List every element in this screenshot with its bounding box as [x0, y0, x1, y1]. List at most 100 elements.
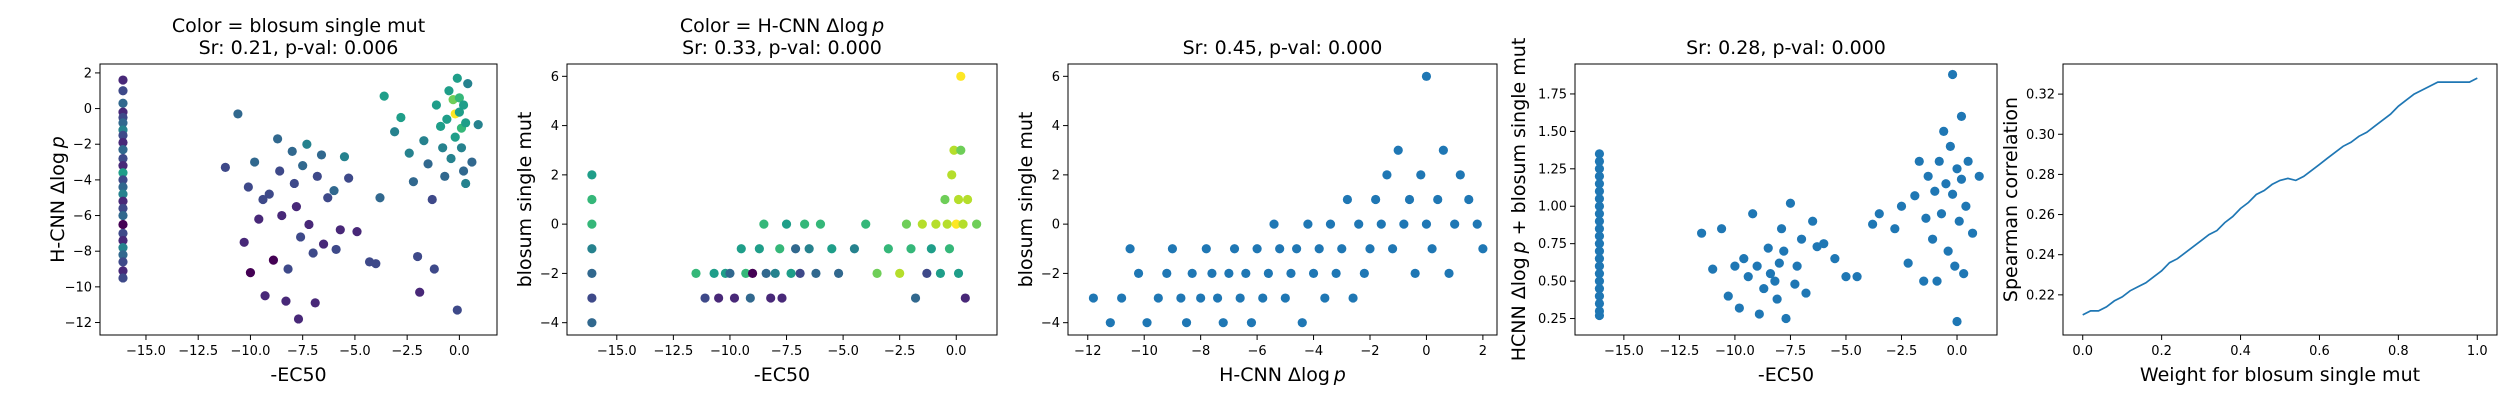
data-point: [1594, 186, 1605, 196]
x-tick-label: 0.4: [2230, 344, 2251, 359]
data-point: [118, 235, 128, 246]
data-point: [1930, 186, 1940, 196]
data-point: [304, 219, 314, 230]
data-point: [118, 210, 128, 221]
data-point: [293, 314, 304, 324]
data-point: [118, 273, 128, 283]
data-point: [312, 171, 322, 181]
data-point: [910, 293, 921, 303]
data-point: [1594, 209, 1605, 219]
x-tick-label: −5.0: [1830, 344, 1862, 359]
data-point: [1393, 145, 1403, 155]
data-point: [1739, 254, 1749, 264]
x-tick-label: −12.5: [178, 344, 218, 359]
y-tick-label: −2: [1041, 267, 1060, 282]
data-point: [800, 219, 810, 229]
data-point: [958, 219, 968, 229]
data-point: [1594, 269, 1605, 279]
data-point: [118, 228, 128, 238]
data-point: [1765, 269, 1776, 279]
data-point: [736, 244, 746, 254]
data-point: [1723, 291, 1733, 301]
data-point: [1088, 293, 1099, 303]
data-point: [277, 210, 287, 221]
data-point: [281, 296, 291, 306]
x-tick-label: −10.0: [231, 344, 271, 359]
data-point: [947, 170, 957, 180]
x-tick-label: −2.5: [884, 344, 916, 359]
data-point: [1939, 126, 1949, 136]
data-point: [725, 268, 735, 279]
x-tick-label: −12.5: [653, 344, 693, 359]
x-tick-label: 2: [1479, 344, 1487, 359]
data-point: [815, 219, 826, 229]
data-point: [339, 152, 350, 162]
subplot-5: 0.0 0.2 0.4 0.6 0.8 1.0 0.22 0.24 0.26 0.28 0.30 0.…: [2000, 63, 2498, 386]
x-tick-label: −2.5: [391, 344, 423, 359]
y-tick-label: −12: [65, 316, 92, 331]
data-point: [1246, 318, 1257, 328]
data-point: [1796, 234, 1807, 244]
y-tick-label: 0: [1052, 218, 1060, 233]
x-tick-label: −5.0: [339, 344, 371, 359]
data-point: [118, 161, 128, 171]
data-point: [1950, 261, 1960, 271]
data-point: [1594, 298, 1605, 309]
x-tick-label: −8: [1191, 344, 1210, 359]
data-point: [118, 137, 128, 148]
x-tick-label: 0.6: [2309, 344, 2330, 359]
y-tick-label: 4: [551, 119, 559, 134]
data-point: [777, 293, 787, 303]
x-tick-label: 0.0: [946, 344, 967, 359]
data-point: [1852, 272, 1862, 282]
data-point: [118, 243, 128, 253]
x-axis-label: -EC50: [270, 364, 326, 386]
data-point: [413, 251, 423, 262]
data-point: [795, 268, 805, 279]
data-point: [323, 193, 333, 203]
y-axis-label: HCNN Δlog p + blosum single mut: [1508, 38, 1530, 362]
x-axis-label: H-CNN Δlog p: [1219, 364, 1346, 386]
y-tick-label: 1.25: [1538, 162, 1567, 177]
x-tick-label: −7.5: [287, 344, 319, 359]
data-point: [935, 268, 946, 279]
data-point: [250, 157, 260, 167]
data-point: [1943, 246, 1953, 256]
data-point: [1956, 111, 1967, 122]
data-point: [438, 143, 448, 153]
y-tick-label: 0.22: [2026, 288, 2055, 303]
data-point: [245, 267, 256, 278]
data-point: [1841, 272, 1851, 282]
x-tick-label: −15.0: [126, 344, 166, 359]
y-tick-label: 2: [1052, 168, 1060, 183]
data-point: [243, 182, 253, 192]
x-tick-label: −2: [1360, 344, 1379, 359]
data-point: [761, 268, 771, 279]
data-point: [1808, 216, 1818, 226]
data-point: [298, 161, 308, 171]
subplot-4: −15.0 −12.5 −10.0 −7.5 −5.0 −2.5 0.0 0.25 0.50 0.…: [1508, 37, 1998, 386]
data-point: [766, 293, 776, 303]
data-point: [1743, 272, 1753, 282]
data-point: [390, 127, 400, 137]
data-point: [1781, 313, 1791, 324]
data-point: [962, 194, 973, 205]
axes-frame: [566, 63, 998, 336]
data-point: [318, 239, 329, 249]
x-tick-label: 0.8: [2388, 344, 2409, 359]
data-point: [827, 244, 837, 254]
data-point: [745, 293, 755, 303]
data-point: [1947, 189, 1958, 199]
data-point: [1258, 293, 1268, 303]
chart-title: Sr: 0.28, p-val: 0.000: [1686, 37, 1886, 59]
data-point: [1754, 309, 1764, 319]
data-point: [435, 121, 446, 132]
data-point: [239, 237, 249, 247]
data-point: [1974, 171, 1984, 181]
data-point: [419, 136, 429, 146]
data-point: [1162, 268, 1172, 279]
y-tick-label: −4: [73, 173, 92, 188]
data-point: [790, 244, 801, 254]
data-point: [1819, 239, 1829, 249]
x-tick-label: −2.5: [1886, 344, 1918, 359]
